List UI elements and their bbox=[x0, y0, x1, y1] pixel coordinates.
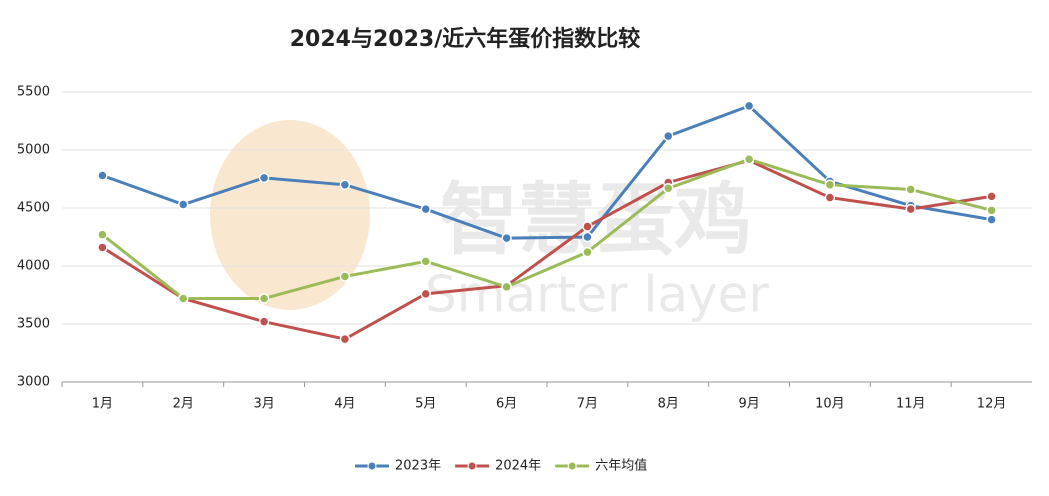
data-point bbox=[986, 214, 997, 225]
data-point bbox=[986, 205, 997, 216]
x-tick-label: 12月 bbox=[977, 397, 1007, 412]
data-point bbox=[420, 288, 431, 300]
data-point bbox=[178, 293, 189, 304]
data-point bbox=[420, 256, 431, 267]
data-point bbox=[420, 203, 431, 215]
watermark-logo bbox=[210, 120, 370, 310]
x-tick-label: 3月 bbox=[253, 397, 274, 412]
data-point bbox=[501, 232, 512, 244]
x-tick-label: 1月 bbox=[92, 397, 113, 412]
data-point bbox=[339, 179, 351, 191]
y-tick-label: 4000 bbox=[17, 259, 50, 274]
x-tick-label: 9月 bbox=[738, 397, 759, 412]
data-point bbox=[258, 293, 270, 304]
x-tick-label: 7月 bbox=[577, 397, 598, 412]
data-point bbox=[339, 271, 351, 282]
legend-label: 2024年 bbox=[495, 459, 541, 474]
y-tick-label: 3500 bbox=[17, 317, 50, 332]
x-tick-label: 10月 bbox=[815, 397, 845, 412]
legend-label: 2023年 bbox=[395, 459, 441, 474]
data-point bbox=[743, 154, 755, 165]
data-point bbox=[663, 130, 674, 142]
data-point bbox=[258, 172, 270, 184]
x-tick-label: 8月 bbox=[658, 397, 679, 412]
chart-title: 2024与2023/近六年蛋价指数比较 bbox=[290, 26, 641, 52]
data-point bbox=[824, 192, 836, 203]
legend-marker bbox=[367, 461, 377, 471]
data-point bbox=[582, 246, 593, 258]
series-line bbox=[101, 158, 992, 341]
y-tick-label: 3000 bbox=[17, 375, 50, 390]
data-point bbox=[97, 170, 108, 181]
legend-marker bbox=[467, 461, 477, 471]
watermark: Smarter layer bbox=[425, 266, 769, 324]
data-point bbox=[339, 333, 351, 345]
data-point bbox=[743, 100, 755, 112]
data-point bbox=[905, 184, 916, 195]
legend-label: 六年均值 bbox=[595, 458, 647, 474]
y-tick-label: 5000 bbox=[17, 143, 50, 158]
legend-marker bbox=[567, 461, 577, 471]
x-tick-label: 4月 bbox=[334, 397, 355, 412]
data-point bbox=[986, 191, 997, 202]
data-point bbox=[582, 231, 593, 243]
data-point bbox=[97, 229, 108, 240]
x-tick-label: 5月 bbox=[415, 397, 436, 412]
data-point bbox=[663, 183, 674, 194]
x-tick-label: 11月 bbox=[896, 397, 926, 412]
data-point bbox=[97, 242, 108, 253]
data-point bbox=[501, 281, 512, 293]
data-point bbox=[582, 221, 593, 232]
x-tick-label: 6月 bbox=[496, 397, 517, 412]
data-point bbox=[905, 203, 916, 215]
data-point bbox=[824, 179, 836, 191]
series-line bbox=[101, 157, 992, 300]
data-point bbox=[178, 199, 189, 210]
y-tick-label: 4500 bbox=[17, 201, 50, 216]
x-tick-label: 2月 bbox=[173, 397, 194, 412]
y-tick-label: 5500 bbox=[17, 85, 50, 100]
data-point bbox=[258, 316, 270, 327]
